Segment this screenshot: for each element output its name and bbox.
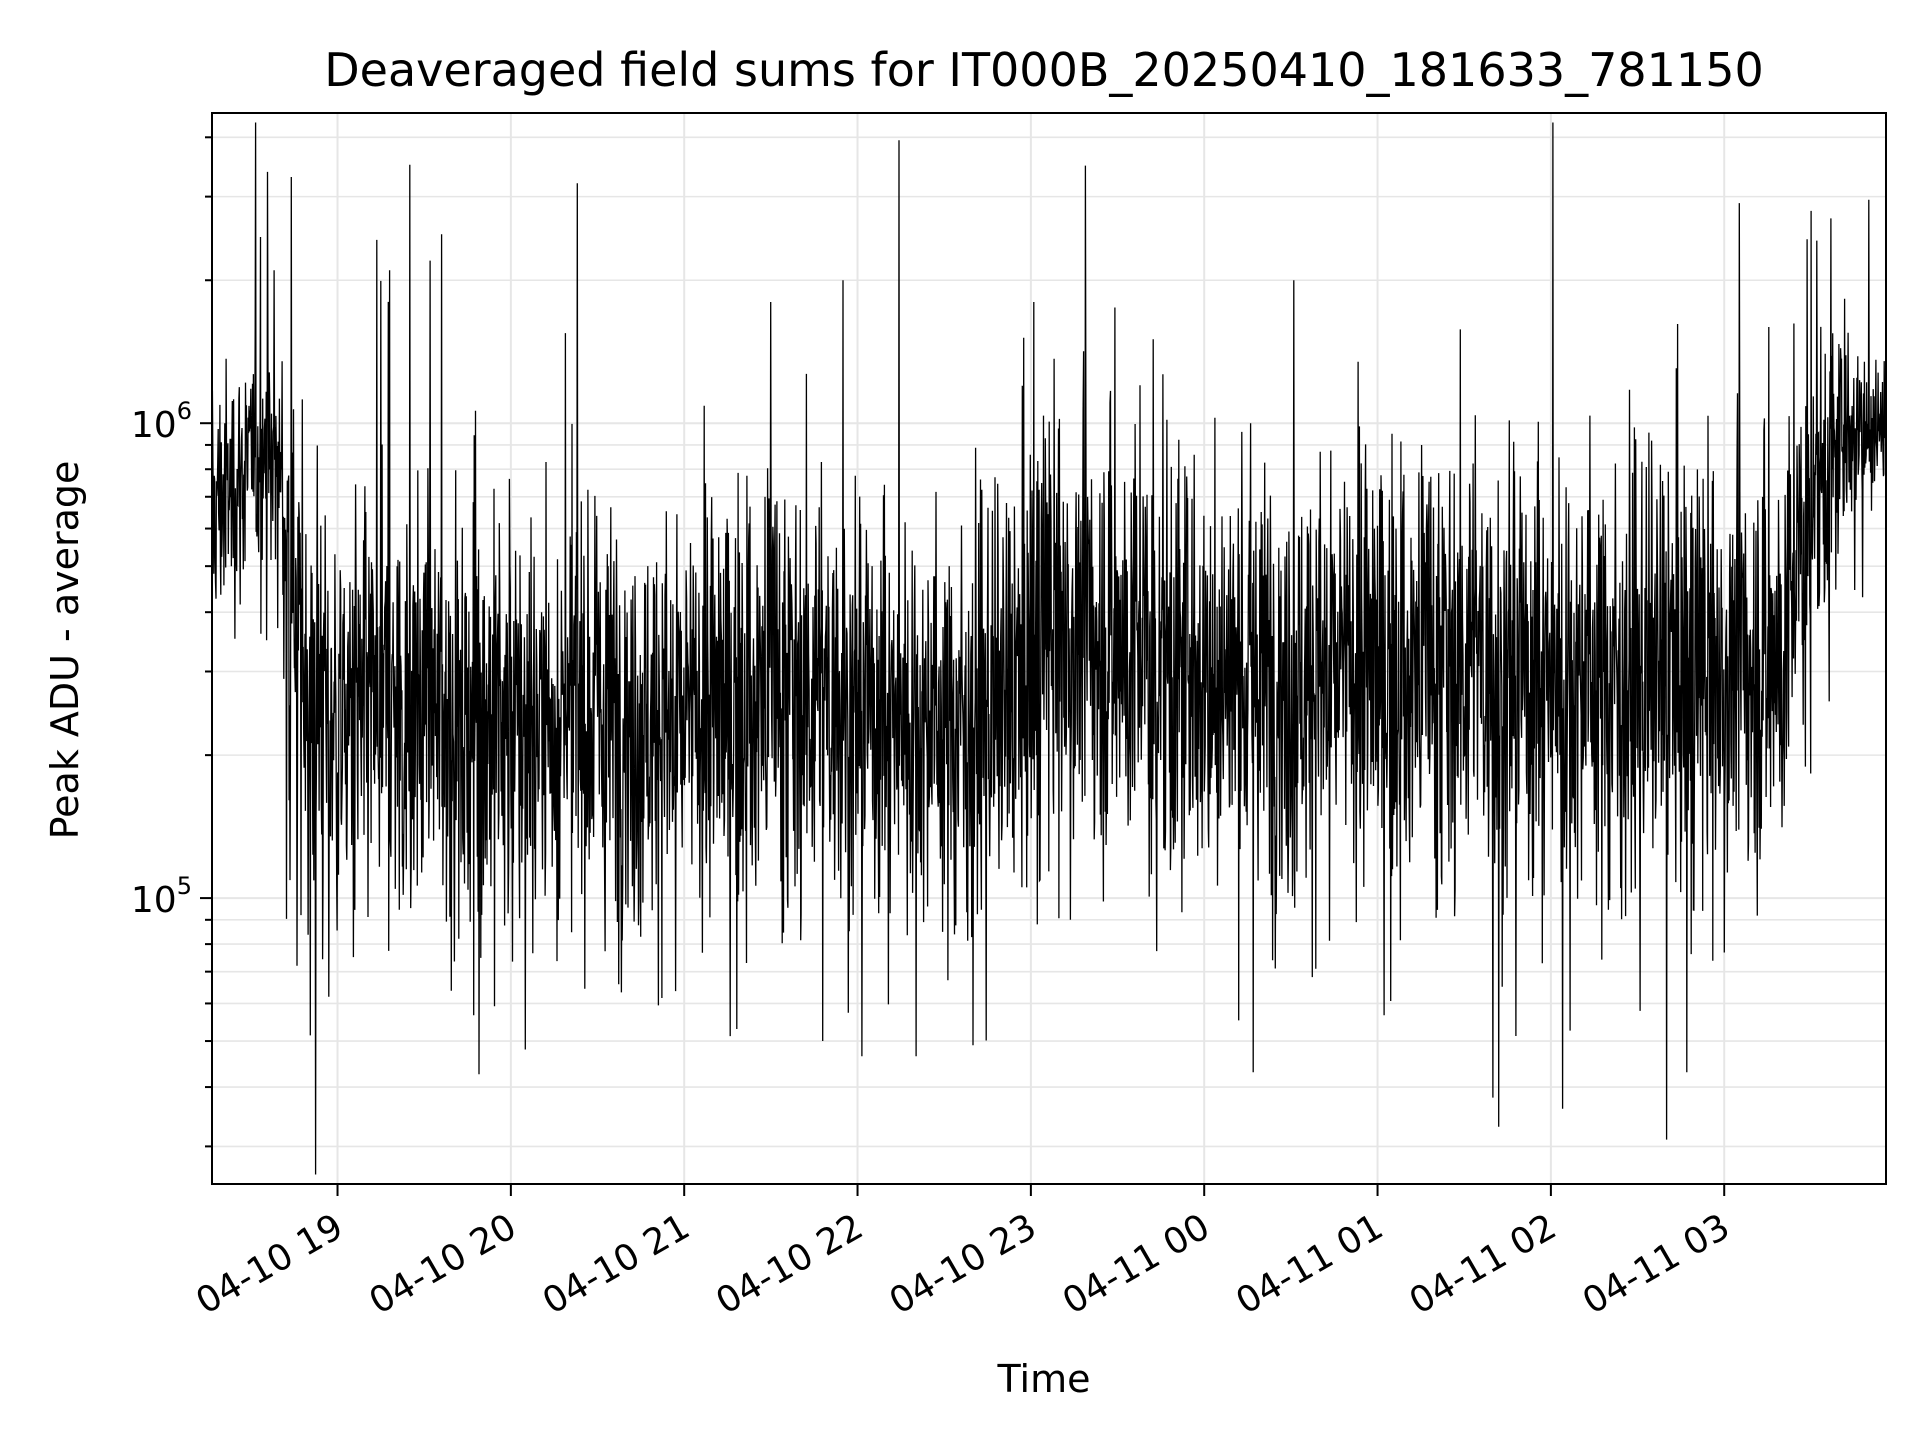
y-tick-label: 105: [131, 872, 192, 921]
x-axis-label: Time: [997, 1357, 1091, 1401]
series-path: [211, 122, 1887, 1175]
plot-frame: [211, 112, 1887, 1185]
series-line: [211, 122, 1887, 1175]
chart-title: Deaveraged field sums for IT000B_2025041…: [324, 43, 1763, 97]
y-tick-label: 106: [131, 397, 192, 446]
y-axis: 105 106: [131, 136, 212, 1148]
y-axis-label: Peak ADU - average: [43, 461, 87, 840]
